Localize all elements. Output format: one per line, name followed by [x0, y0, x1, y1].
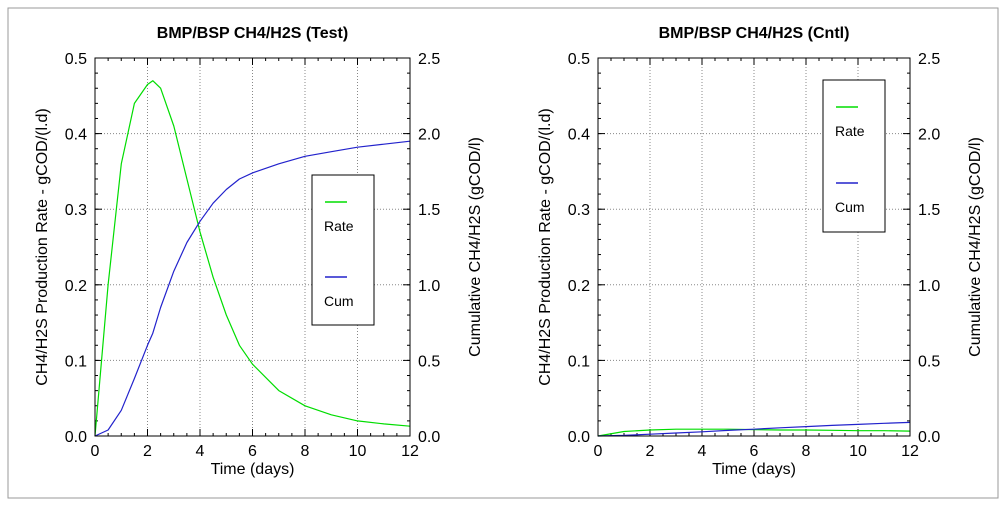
legend-box	[822, 79, 886, 233]
x-tick-label: 10	[849, 443, 867, 460]
y-tick-label: 0.1	[65, 353, 87, 370]
y-tick-label: 0.3	[65, 202, 87, 219]
series-line-rate	[94, 80, 411, 437]
y2-tick-label: 0.0	[918, 429, 940, 446]
y-tick-label: 0.2	[65, 278, 87, 295]
y2-tick-label: 0.0	[418, 429, 440, 446]
chart-panel-2: 0 2 4 6 8 10 120.00.10.20.30.40.50.00.51.01.52…	[537, 25, 984, 478]
x-tick-label: 4	[196, 443, 205, 460]
x-tick-label: 6	[248, 443, 257, 460]
x-tick-label: 8	[301, 443, 310, 460]
x-tick-label: 12	[401, 443, 419, 460]
series-line-cum	[94, 140, 411, 437]
y2-tick-label: 2.0	[918, 127, 940, 144]
x-tick-label: 2	[143, 443, 152, 460]
x-tick-label: 10	[349, 443, 367, 460]
y-tick-label: 0.5	[65, 51, 87, 68]
y-tick-label: 0.0	[65, 429, 87, 446]
plot-frame	[597, 57, 911, 437]
y2-tick-label: 2.5	[418, 51, 440, 68]
y2-tick-label: 1.0	[418, 278, 440, 295]
y2-tick-label: 1.5	[918, 202, 940, 219]
legend-label-cum: Cum	[835, 199, 865, 215]
legend-label-rate: Rate	[324, 218, 354, 234]
x-axis-label: Time (days)	[712, 461, 796, 478]
legend-label-rate: Rate	[835, 123, 865, 139]
y-tick-label: 0.1	[568, 353, 590, 370]
y-tick-label: 0.5	[568, 51, 590, 68]
y-axis-label: CH4/H2S Production Rate - gCOD/(l.d)	[537, 108, 554, 385]
chart-title: BMP/BSP CH4/H2S (Cntl)	[659, 25, 850, 42]
y-axis-label: CH4/H2S Production Rate - gCOD/(l.d)	[34, 108, 51, 385]
x-tick-label: 8	[802, 443, 811, 460]
y-tick-label: 0.0	[568, 429, 590, 446]
y-tick-label: 0.2	[568, 278, 590, 295]
x-tick-label: 0	[91, 443, 100, 460]
y2-tick-label: 2.0	[418, 127, 440, 144]
y-tick-label: 0.3	[568, 202, 590, 219]
y2-axis-label: Cumulative CH4/H2S (gCOD/l)	[467, 137, 484, 357]
y2-tick-label: 1.5	[418, 202, 440, 219]
series-line-cum	[597, 421, 911, 437]
y2-tick-label: 2.5	[918, 51, 940, 68]
y2-axis-label: Cumulative CH4/H2S (gCOD/l)	[967, 137, 984, 357]
x-tick-label: 4	[698, 443, 707, 460]
x-tick-label: 6	[750, 443, 759, 460]
x-tick-label: 2	[646, 443, 655, 460]
legend-box	[311, 174, 375, 326]
x-tick-label: 12	[901, 443, 919, 460]
y-tick-label: 0.4	[568, 127, 590, 144]
y2-tick-label: 0.5	[918, 353, 940, 370]
legend-label-cum: Cum	[324, 293, 354, 309]
chart-panel-1: 0 2 4 6 8 10 120.00.10.20.30.40.50.00.51.01.52…	[34, 25, 484, 478]
chart-title: BMP/BSP CH4/H2S (Test)	[157, 25, 348, 42]
y2-tick-label: 1.0	[918, 278, 940, 295]
y2-tick-label: 0.5	[418, 353, 440, 370]
x-axis-label: Time (days)	[211, 461, 295, 478]
y-tick-label: 0.4	[65, 127, 87, 144]
plot-frame	[94, 57, 411, 437]
x-tick-label: 0	[594, 443, 603, 460]
